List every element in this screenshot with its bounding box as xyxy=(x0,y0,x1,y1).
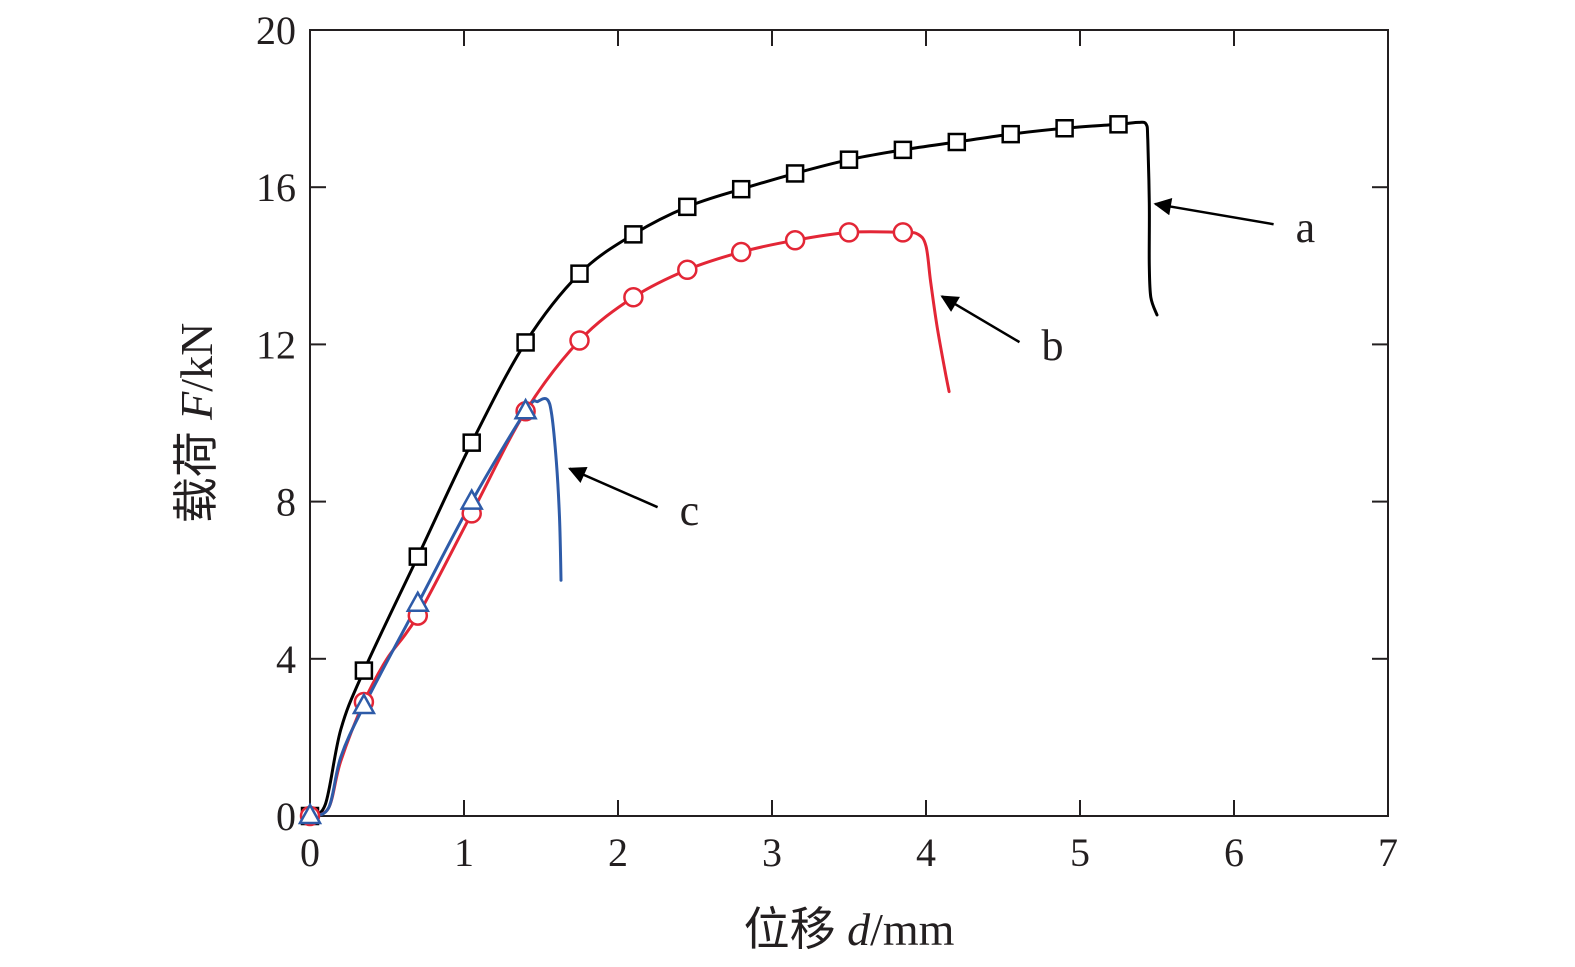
x-tick-label: 4 xyxy=(916,830,936,875)
data-point-a xyxy=(462,433,481,452)
annotation-arrow-c xyxy=(567,466,659,509)
axis-ticks xyxy=(309,29,1389,817)
x-axis-title-unit: /mm xyxy=(870,904,955,955)
y-tick-label: 16 xyxy=(256,165,296,210)
data-point-a xyxy=(1001,124,1020,144)
series-line-c xyxy=(308,396,563,818)
x-tick-label: 0 xyxy=(300,830,320,875)
data-point-b xyxy=(730,241,752,263)
series-lines xyxy=(308,120,1159,818)
data-point-c xyxy=(351,692,377,715)
x-tick-label: 6 xyxy=(1224,830,1244,875)
data-point-b xyxy=(892,222,914,243)
annotation-arrow-a xyxy=(1153,197,1274,226)
x-axis-title-prefix: 位移 xyxy=(744,904,848,955)
y-tick-label: 0 xyxy=(276,794,296,839)
x-tick-label: 1 xyxy=(454,830,474,875)
data-point-b xyxy=(838,222,860,243)
data-point-a xyxy=(354,661,374,680)
series-line-a xyxy=(308,120,1159,818)
data-point-a xyxy=(893,140,913,160)
y-tick-label: 20 xyxy=(256,8,296,53)
data-point-b xyxy=(677,259,698,280)
data-point-a xyxy=(516,333,535,352)
series-markers xyxy=(297,115,1128,827)
y-tick-label: 12 xyxy=(256,322,296,367)
annotation-label-a: a xyxy=(1296,203,1316,252)
annotations: a b c xyxy=(567,197,1316,535)
y-axis-title-prefix: 载荷 xyxy=(171,420,222,524)
y-axis-title-var: F xyxy=(171,391,222,421)
plot-area xyxy=(309,29,1389,817)
x-tick-label: 7 xyxy=(1378,830,1398,875)
annotation-label-b: b xyxy=(1042,321,1064,370)
data-point-b xyxy=(623,286,644,308)
data-point-a xyxy=(570,264,589,283)
data-point-a xyxy=(839,150,859,169)
y-axis-title: 载荷 F/kN xyxy=(171,323,222,524)
x-tick-label: 2 xyxy=(608,830,628,875)
annotation-label-c: c xyxy=(680,486,700,535)
x-tick-label: 5 xyxy=(1070,830,1090,875)
data-point-c xyxy=(405,590,430,613)
annotation-arrow-b xyxy=(940,295,1021,344)
data-point-b xyxy=(784,230,806,251)
data-point-a xyxy=(678,197,697,217)
data-point-a xyxy=(1055,119,1074,138)
data-point-a xyxy=(624,225,643,244)
series-line-b xyxy=(308,230,951,818)
data-point-b xyxy=(569,330,590,351)
data-point-a xyxy=(1109,115,1128,134)
x-tick-label: 3 xyxy=(762,830,782,875)
data-point-a xyxy=(947,132,967,152)
x-axis-title: 位移 d/mm xyxy=(744,904,955,955)
y-tick-label: 8 xyxy=(276,480,296,525)
data-point-c xyxy=(297,802,323,825)
data-point-a xyxy=(731,179,751,199)
y-axis-title-unit: /kN xyxy=(171,323,222,392)
y-tick-label: 4 xyxy=(276,637,296,682)
data-point-c xyxy=(459,488,484,510)
data-point-a xyxy=(408,547,428,566)
data-point-c xyxy=(513,397,538,420)
x-axis-title-var: d xyxy=(847,904,871,955)
data-point-a xyxy=(785,164,805,183)
